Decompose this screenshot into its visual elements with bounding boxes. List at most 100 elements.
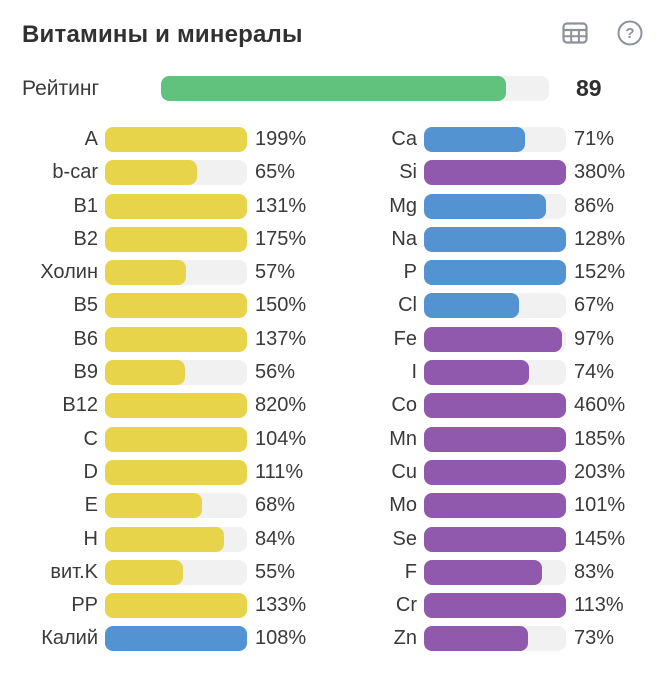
nutrient-row: Cr 113% bbox=[333, 593, 648, 619]
nutrient-label: B1 bbox=[73, 194, 98, 217]
rating-bar-fill bbox=[161, 76, 507, 101]
nutrient-bar-track bbox=[424, 260, 566, 286]
nutrient-row: Zn 73% bbox=[333, 626, 648, 652]
nutrient-bar-track bbox=[424, 293, 566, 319]
nutrient-bar-track bbox=[424, 360, 566, 386]
nutrient-bar-track bbox=[424, 559, 566, 585]
nutrient-label: Калий bbox=[41, 627, 98, 650]
nutrient-bar-fill bbox=[105, 193, 247, 219]
nutrient-value: 97% bbox=[574, 327, 615, 350]
nutrient-label: Ca bbox=[391, 128, 417, 150]
nutrient-row: вит.K 55% bbox=[22, 559, 333, 585]
rating-label: Рейтинг bbox=[22, 76, 100, 100]
nutrient-label: Cl bbox=[398, 294, 417, 317]
nutrient-bar-fill bbox=[424, 559, 542, 585]
nutrient-label: I bbox=[411, 361, 417, 384]
nutrient-value: 137% bbox=[255, 327, 307, 350]
nutrient-bar-fill bbox=[424, 226, 566, 252]
nutrient-value: 131% bbox=[255, 194, 307, 217]
nutrient-label: Se bbox=[392, 527, 417, 550]
nutrient-label: Si bbox=[399, 161, 417, 184]
nutrient-value: 113% bbox=[574, 594, 624, 617]
nutrient-bar-fill bbox=[105, 226, 247, 252]
nutrient-bar-track bbox=[105, 193, 247, 219]
nutrient-bar-track bbox=[424, 326, 566, 352]
nutrient-bar-fill bbox=[105, 593, 247, 619]
nutrient-row: Cl 67% bbox=[333, 293, 648, 319]
nutrient-bar-track bbox=[424, 459, 566, 485]
nutrient-label: Fe bbox=[393, 327, 417, 350]
nutrient-value: 101% bbox=[574, 494, 626, 517]
nutrient-label: C bbox=[83, 427, 98, 450]
nutrient-row: Fe 97% bbox=[333, 326, 648, 352]
nutrient-bar-fill bbox=[105, 326, 247, 352]
nutrient-bar-track bbox=[424, 593, 566, 619]
nutrient-label: H bbox=[83, 527, 98, 550]
nutrient-label: B9 bbox=[73, 361, 98, 384]
nutrient-label: Co bbox=[391, 394, 417, 417]
nutrient-bar-track bbox=[105, 393, 247, 419]
nutrient-row: C 104% bbox=[22, 426, 333, 452]
nutrient-row: Si 380% bbox=[333, 160, 648, 186]
nutrient-value: 820% bbox=[255, 394, 307, 417]
nutrient-bar-fill bbox=[424, 193, 547, 219]
nutrient-label: D bbox=[83, 460, 98, 483]
nutrient-value: 71% bbox=[574, 128, 615, 150]
left-column: A 199% b-car 65% B1 131% B2 175% Холин 5… bbox=[22, 127, 333, 660]
nutrient-label: Холин bbox=[40, 261, 98, 284]
nutrient-bar-fill bbox=[105, 526, 225, 552]
nutrient-bar-track bbox=[105, 293, 247, 319]
nutrient-bar-fill bbox=[424, 293, 520, 319]
nutrient-label: B6 bbox=[73, 327, 98, 350]
nutrient-row: Co 460% bbox=[333, 393, 648, 419]
nutrient-value: 104% bbox=[255, 427, 307, 450]
nutrient-value: 84% bbox=[255, 527, 296, 550]
nutrient-bar-fill bbox=[105, 293, 247, 319]
nutrient-value: 68% bbox=[255, 494, 296, 517]
nutrient-label: b-car bbox=[52, 161, 98, 184]
nutrient-bar-track bbox=[105, 360, 247, 386]
nutrient-row: E 68% bbox=[22, 493, 333, 519]
nutrient-bar-fill bbox=[424, 260, 566, 286]
nutrient-label: Mn bbox=[389, 427, 417, 450]
nutrient-row: PP 133% bbox=[22, 593, 333, 619]
nutrient-row: Se 145% bbox=[333, 526, 648, 552]
nutrient-row: B1 131% bbox=[22, 193, 333, 219]
nutrient-row: B9 56% bbox=[22, 360, 333, 386]
nutrient-bar-fill bbox=[424, 526, 566, 552]
table-view-icon bbox=[561, 19, 589, 50]
nutrient-value: 86% bbox=[574, 194, 615, 217]
header-icons: ? bbox=[561, 15, 648, 48]
table-view-button[interactable] bbox=[561, 20, 589, 48]
help-button[interactable]: ? bbox=[616, 20, 644, 48]
nutrient-value: 128% bbox=[574, 227, 626, 250]
nutrient-bar-fill bbox=[105, 360, 185, 386]
nutrient-bar-track bbox=[424, 526, 566, 552]
nutrient-value: 67% bbox=[574, 294, 615, 317]
nutrient-value: 65% bbox=[255, 161, 296, 184]
nutrient-label: A bbox=[84, 128, 98, 150]
nutrient-row: Калий 108% bbox=[22, 626, 333, 652]
nutrient-bar-fill bbox=[424, 160, 566, 186]
svg-text:?: ? bbox=[625, 25, 634, 42]
nutrient-bar-track bbox=[105, 326, 247, 352]
nutrient-label: Mo bbox=[389, 494, 417, 517]
nutrient-label: вит.K bbox=[50, 560, 98, 583]
nutrient-row: Ca 71% bbox=[333, 127, 648, 152]
nutrient-bar-track bbox=[105, 626, 247, 652]
nutrient-value: 460% bbox=[574, 394, 626, 417]
nutrient-bar-fill bbox=[424, 493, 566, 519]
nutrient-bar-fill bbox=[424, 593, 566, 619]
nutrient-value: 199% bbox=[255, 128, 307, 150]
nutrient-value: 145% bbox=[574, 527, 626, 550]
nutrient-value: 185% bbox=[574, 427, 626, 450]
nutrient-bar-track bbox=[105, 160, 247, 186]
nutrient-label: B5 bbox=[73, 294, 98, 317]
rating-value: 89 bbox=[576, 75, 602, 101]
nutrient-value: 175% bbox=[255, 227, 307, 250]
nutrient-bar-fill bbox=[105, 393, 247, 419]
nutrient-bar-track bbox=[424, 493, 566, 519]
nutrient-bar-fill bbox=[105, 626, 247, 652]
nutrient-label: E bbox=[84, 494, 98, 517]
nutrient-label: Cr bbox=[395, 594, 417, 617]
